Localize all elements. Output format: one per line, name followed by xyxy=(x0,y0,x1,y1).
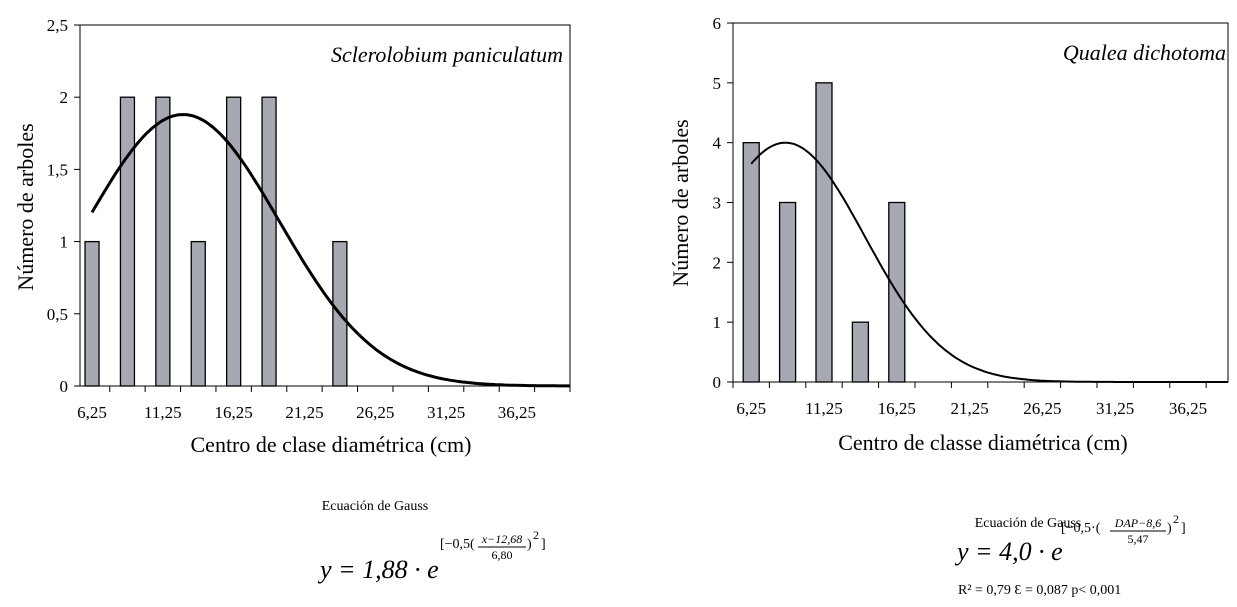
equation-lhs: y = 4,0 · e xyxy=(954,537,1063,566)
chart-panel-sclerolobium: 0 0,5 1 1,5 2 2,5 6,25 11,25 16,25 21,25 26,25 31,… xyxy=(13,16,571,584)
bar-2 xyxy=(815,82,833,383)
plot-frame xyxy=(732,22,1229,383)
y-tick-label: 1,5 xyxy=(47,160,68,179)
equation-bracket-close: ) xyxy=(527,537,532,552)
stats-line: R² = 0,79 Ɛ = 0,087 p< 0,001 xyxy=(958,583,1121,598)
bar-5 xyxy=(261,96,277,387)
x-tick-label: 21,25 xyxy=(285,403,323,422)
equation-bracket-open: [−0,5( xyxy=(440,537,475,552)
y-tick-label: 4 xyxy=(713,134,722,153)
equation-exponent: 2 xyxy=(1173,512,1179,526)
y-tick-label: 0 xyxy=(60,377,69,396)
x-tick-label: 31,25 xyxy=(427,403,465,422)
equation-denominator: 6,80 xyxy=(492,548,513,562)
bar-2 xyxy=(155,96,171,387)
x-tick-label: 31,25 xyxy=(1096,399,1134,418)
gauss-fit-curve xyxy=(90,113,570,388)
bar-0 xyxy=(742,142,760,383)
x-tick-label: 6,25 xyxy=(77,403,107,422)
equation-denominator: 5,47 xyxy=(1128,532,1149,546)
x-tick-label: 26,25 xyxy=(1023,399,1061,418)
y-axis-ticks: 0 0,5 1 1,5 2 2,5 xyxy=(47,16,80,396)
y-tick-label: 1 xyxy=(60,233,69,252)
y-tick-label: 0,5 xyxy=(47,305,68,324)
y-axis-title: Número de arboles xyxy=(668,119,693,286)
y-tick-label: 0 xyxy=(713,373,722,392)
equation-bracket-end: ] xyxy=(541,537,546,552)
x-tick-label: 16,25 xyxy=(215,403,253,422)
gauss-equation: y = 1,88 · e [−0,5( x−12,68 6,80 ) 2 ] xyxy=(317,528,546,584)
x-tick-label: 36,25 xyxy=(1169,399,1207,418)
x-axis-ticks: 6,25 11,25 16,25 21,25 26,25 31,25 36,25 xyxy=(77,386,571,422)
bar-1 xyxy=(119,96,136,387)
equation-title: Ecuación de Gauss xyxy=(322,499,429,514)
y-tick-label: 6 xyxy=(713,14,722,33)
x-tick-label: 6,25 xyxy=(736,399,766,418)
y-tick-label: 3 xyxy=(713,194,722,213)
y-axis-title: Número de arboles xyxy=(13,123,38,290)
y-tick-label: 2 xyxy=(60,88,69,107)
chart-panel-qualea: 0 1 2 3 4 5 6 6,25 11,25 16,25 21,25 26,25 31,25 36,… xyxy=(668,14,1229,598)
x-axis-title: Centro de classe diamétrica (cm) xyxy=(838,430,1128,455)
y-tick-label: 5 xyxy=(713,74,722,93)
x-tick-label: 11,25 xyxy=(805,399,843,418)
species-label: Sclerolobium paniculatum xyxy=(331,42,563,67)
equation-title: Ecuación de Gauss xyxy=(975,516,1082,531)
bar-0 xyxy=(84,240,100,387)
equation-numerator: x−12,68 xyxy=(481,532,522,546)
equation-bracket-open: [−0,5·( xyxy=(1061,521,1101,536)
y-tick-label: 2 xyxy=(713,253,722,272)
equation-exponent: 2 xyxy=(533,528,539,542)
species-label: Qualea dichotoma xyxy=(1063,40,1226,65)
equation-lhs: y = 1,88 · e xyxy=(317,555,439,584)
bars-group xyxy=(742,82,906,383)
x-axis-ticks: 6,25 11,25 16,25 21,25 26,25 31,25 36,25 xyxy=(732,382,1207,418)
x-axis-title: Centro de clase diamétrica (cm) xyxy=(191,432,472,457)
plot-frame xyxy=(79,24,571,387)
bar-4 xyxy=(226,96,242,387)
bar-3 xyxy=(851,321,870,383)
gauss-equation: y = 4,0 · e [−0,5·( DAP−8,6 5,47 ) 2 ] xyxy=(954,512,1186,566)
x-tick-label: 16,25 xyxy=(878,399,916,418)
equation-bracket-close: ) xyxy=(1167,521,1172,536)
y-tick-label: 2,5 xyxy=(47,16,68,35)
y-axis-ticks: 0 1 2 3 4 5 6 xyxy=(713,14,733,392)
bar-1 xyxy=(778,201,797,383)
bar-3 xyxy=(190,240,206,387)
x-tick-label: 21,25 xyxy=(950,399,988,418)
y-tick-label: 1 xyxy=(713,313,722,332)
x-tick-label: 26,25 xyxy=(356,403,394,422)
x-tick-label: 36,25 xyxy=(498,403,536,422)
x-tick-label: 11,25 xyxy=(144,403,182,422)
bars-group xyxy=(84,96,348,387)
equation-bracket-end: ] xyxy=(1181,521,1186,536)
equation-numerator: DAP−8,6 xyxy=(1114,516,1161,530)
